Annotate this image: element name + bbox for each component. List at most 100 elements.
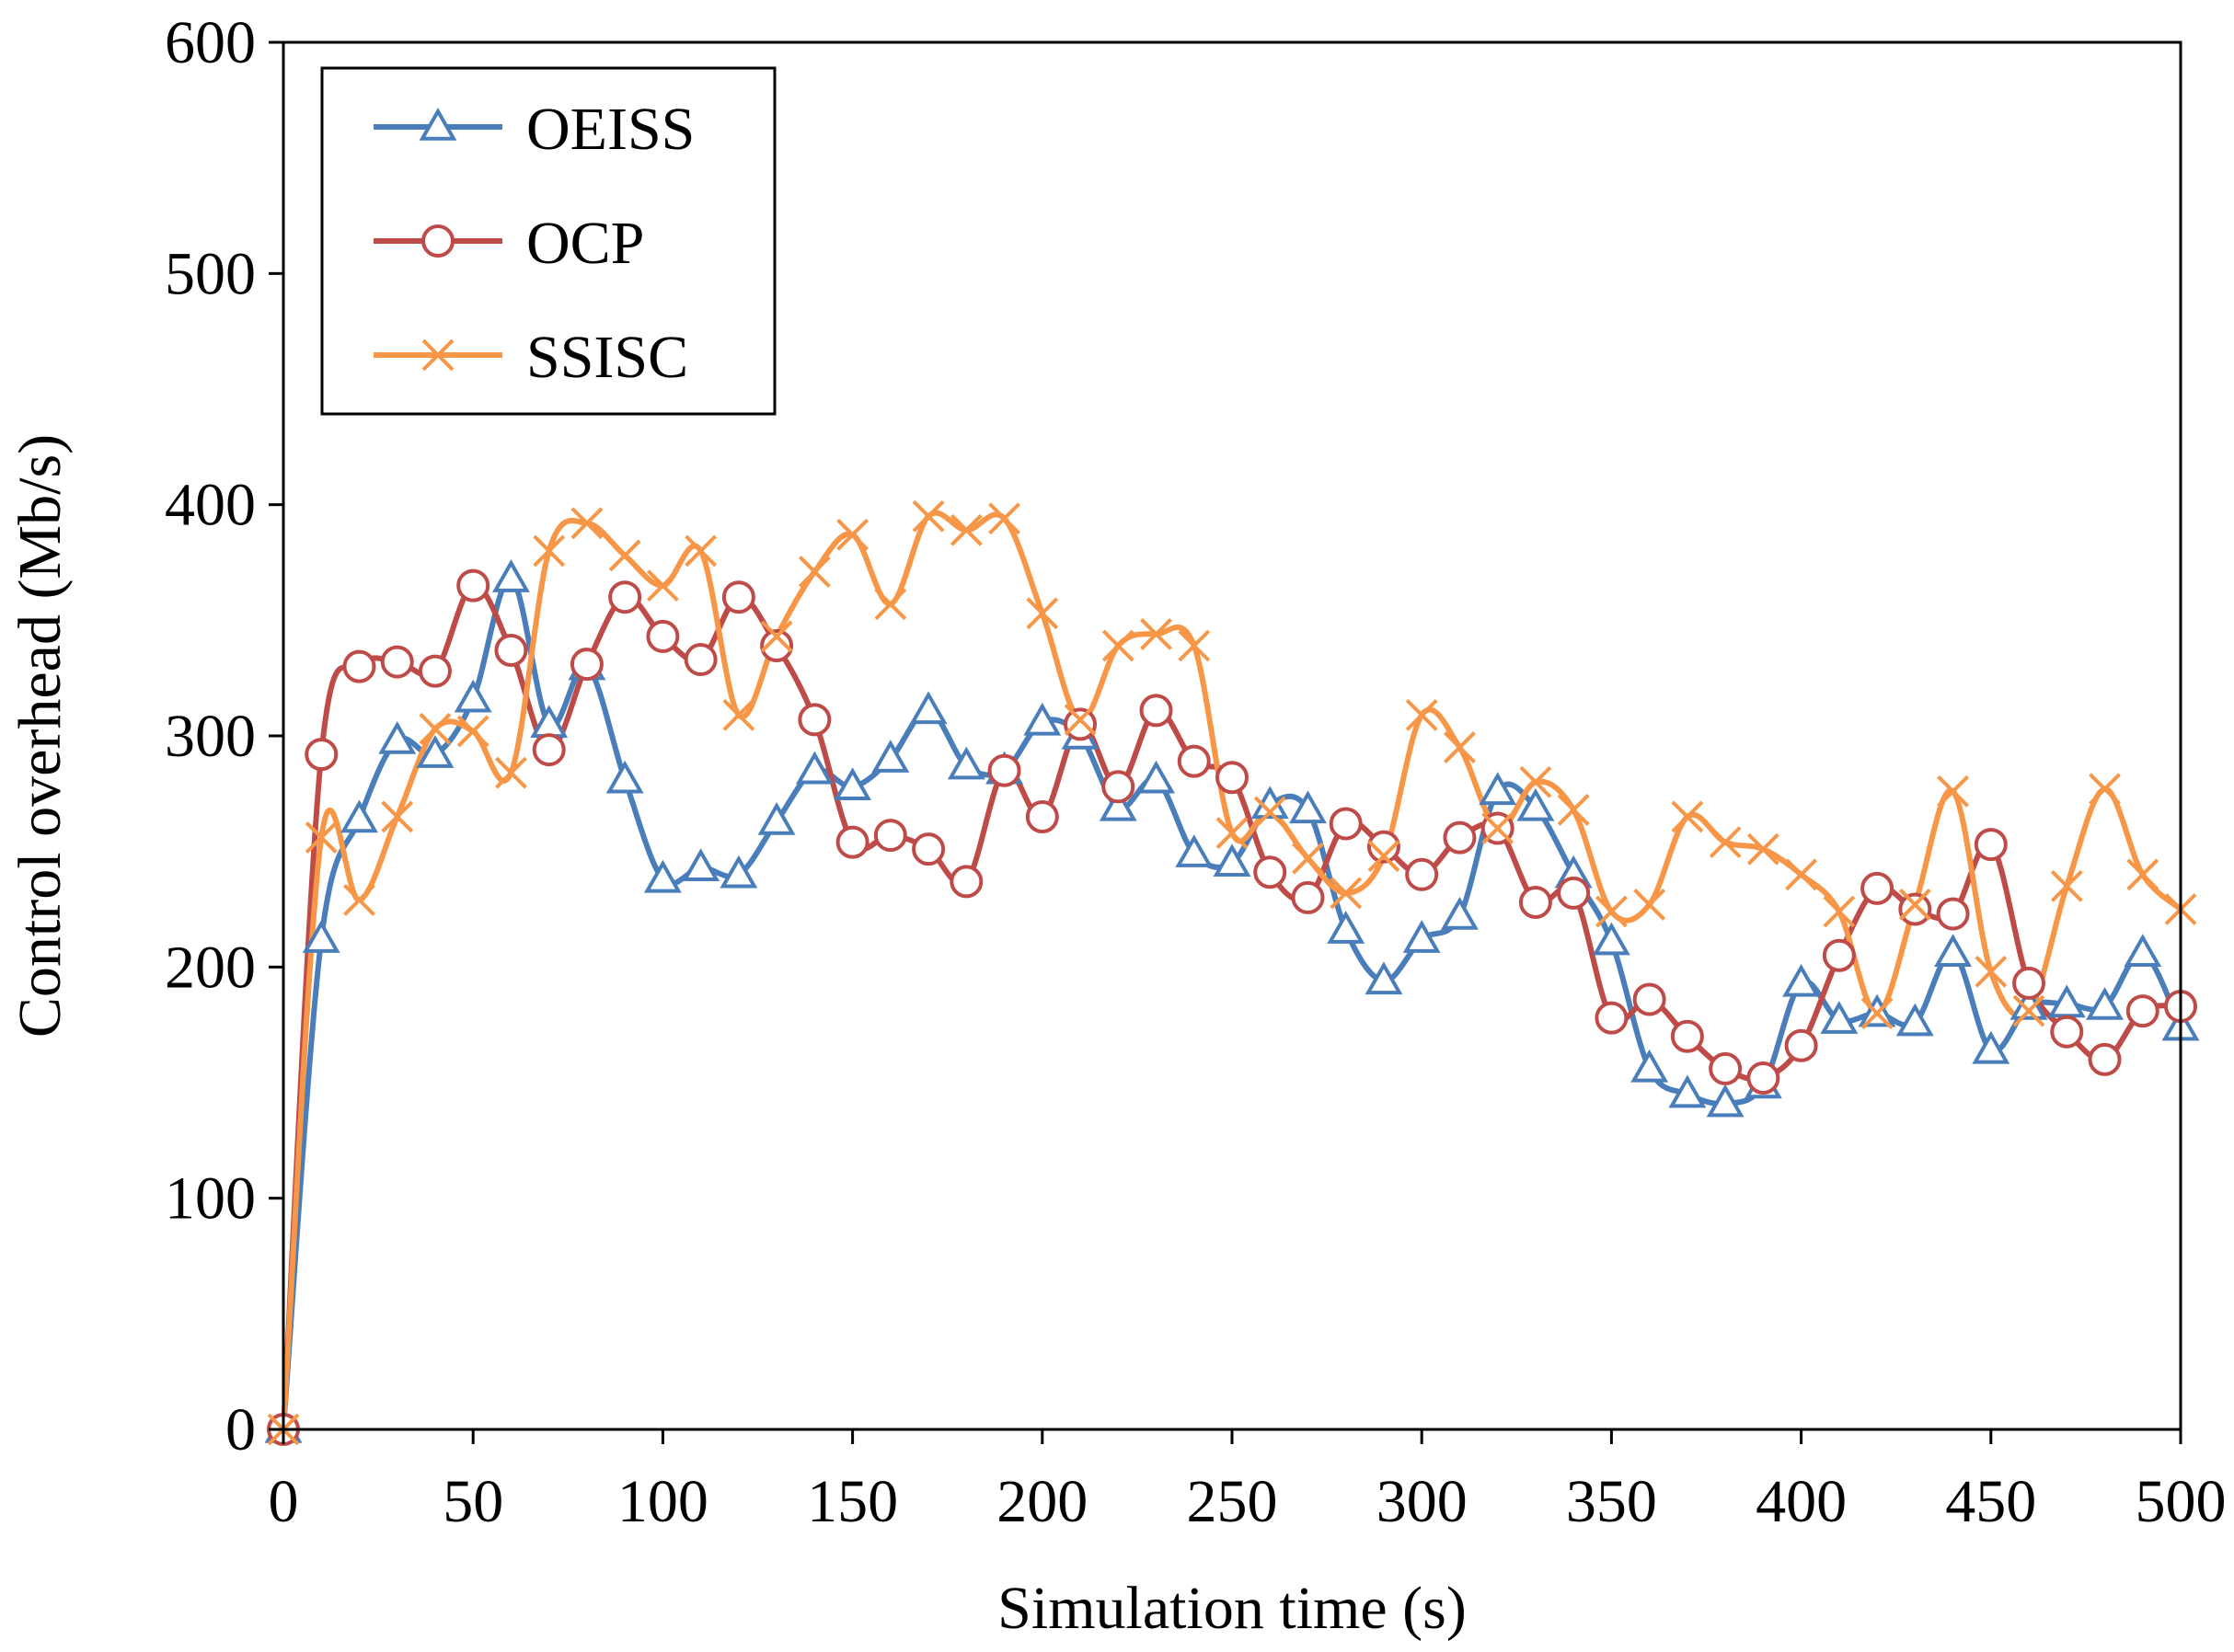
data-point-ocp [1860,871,1894,905]
axes [269,40,2182,1444]
data-point-ssisc [2089,773,2121,806]
data-point-ssisc [988,502,1020,535]
data-point-ocp [950,865,984,899]
data-point-ssisc [1709,826,1742,859]
data-point-ocp [1709,1051,1743,1085]
series-points-ocp [267,568,2197,1446]
data-point-ocp [1632,982,1666,1016]
data-point-ssisc [570,507,604,540]
data-point-oeiss [757,801,796,835]
data-point-ocp [1366,830,1400,864]
y-tick-label: 0 [225,1396,256,1463]
data-point-ssisc [1595,895,1628,928]
data-point-ocp [494,634,528,668]
legend-marker [419,107,457,141]
y-tick-label: 100 [165,1165,256,1233]
data-point-ocp [646,619,680,653]
data-point-oeiss [302,920,340,953]
data-point-ssisc [646,569,679,602]
data-point-ocp [684,643,718,677]
legend-label: OCP [526,210,644,277]
data-point-ssisc [722,698,755,731]
legend-item-oeiss: OEISS [374,96,695,163]
data-point-ocp [532,733,566,767]
data-point-oeiss [491,559,530,592]
data-point-oeiss [1099,787,1137,821]
data-point-ssisc [760,620,793,653]
tick-labels: 0 100 200 300 400 500 600 0 50 100 150 200 250 300 350… [165,9,2227,1535]
data-point-ocp [2050,1015,2084,1049]
data-point-ocp [1443,820,1477,855]
data-point-oeiss [909,691,948,725]
data-point-oeiss [1365,961,1403,995]
data-point-ocp [418,654,452,688]
data-point-ocp [873,819,907,853]
series-line-ssisc [281,510,2183,1432]
data-point-ocp [1064,707,1098,741]
data-point-ocp [760,628,794,662]
x-tick-label: 100 [617,1468,708,1535]
data-point-ssisc [1785,858,1818,891]
data-point-ocp [1101,770,1135,804]
data-point-ssisc [456,715,489,748]
data-point-ocp [1936,897,1970,931]
data-point-ocp [1253,855,1287,889]
data-point-oeiss [1402,920,1441,953]
data-point-ssisc [1330,877,1363,910]
data-point-ssisc [305,821,338,855]
y-tick-label: 400 [165,472,256,539]
data-point-oeiss [1934,934,1973,968]
data-point-ocp [2125,994,2159,1028]
data-point-oeiss [720,855,758,889]
data-point-ocp [570,648,604,682]
x-tick-label: 450 [1945,1468,2036,1535]
series-line-ocp [281,582,2183,1432]
data-point-ssisc [1405,698,1438,731]
legend-marker [421,338,455,372]
data-point-oeiss [2086,987,2124,1020]
legend-item-ssisc: SSISC [374,324,688,391]
data-point-ocp [1974,828,2008,862]
x-tick-label: 150 [807,1468,898,1535]
series-line-oeiss [281,576,2183,1432]
data-point-ssisc [1178,629,1211,662]
data-point-ssisc [1064,703,1097,736]
data-point-ocp [835,825,869,859]
data-point-oeiss [1289,790,1327,824]
axis-titles: Simulation time (s) Control overhead (Mb… [6,434,1467,1642]
data-point-oeiss [416,735,455,768]
data-point-oeiss [1175,834,1214,867]
data-point-ocp [608,580,642,614]
data-point-ocp [1898,892,1932,926]
data-point-ssisc [912,499,945,533]
y-tick-label: 500 [165,240,256,307]
data-point-ssisc [1746,832,1779,866]
legend: OEISS OCP SSISC [320,66,777,416]
data-point-oeiss [1516,787,1555,821]
data-point-ocp [798,703,832,737]
data-point-oeiss [1479,772,1517,806]
data-point-oeiss [1972,1030,2010,1064]
data-point-oeiss [1327,911,1365,944]
data-point-ssisc [343,884,375,916]
data-point-oeiss [947,746,985,780]
data-point-ocp [1215,761,1249,795]
data-point-ssisc [1026,597,1059,630]
data-point-oeiss [2124,934,2162,968]
data-point-ocp [1139,694,1173,728]
data-point-ssisc [381,800,414,833]
data-point-ocp [380,645,414,679]
data-point-ssisc [2050,869,2083,902]
data-point-ssisc [874,588,907,621]
data-point-oeiss [1592,922,1630,956]
x-tick-label: 250 [1187,1468,1278,1535]
data-point-ocp [2012,966,2046,1000]
data-point-ocp [721,580,755,614]
x-tick-label: 200 [996,1468,1088,1535]
data-point-oeiss [682,848,720,882]
data-point-ocp [1595,1001,1629,1035]
x-tick-label: 400 [1756,1468,1847,1535]
data-point-oeiss [605,760,644,794]
